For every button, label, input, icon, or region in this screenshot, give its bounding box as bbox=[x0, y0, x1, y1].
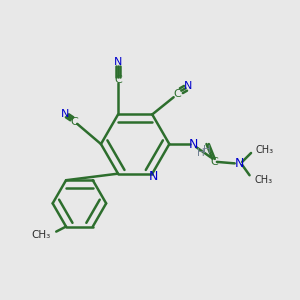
Text: C: C bbox=[114, 75, 122, 85]
Text: CH₃: CH₃ bbox=[254, 175, 272, 185]
Text: CH₃: CH₃ bbox=[256, 145, 274, 155]
Text: C: C bbox=[210, 157, 218, 167]
Text: N: N bbox=[235, 157, 244, 170]
Text: C: C bbox=[174, 89, 182, 99]
Text: N: N bbox=[184, 81, 192, 91]
Text: N: N bbox=[188, 138, 198, 151]
Text: N: N bbox=[149, 170, 158, 183]
Text: C: C bbox=[70, 117, 78, 127]
Text: CH₃: CH₃ bbox=[31, 230, 50, 241]
Text: H: H bbox=[197, 148, 204, 158]
Text: N: N bbox=[61, 109, 70, 119]
Text: N: N bbox=[114, 56, 122, 67]
Text: H: H bbox=[202, 145, 210, 155]
